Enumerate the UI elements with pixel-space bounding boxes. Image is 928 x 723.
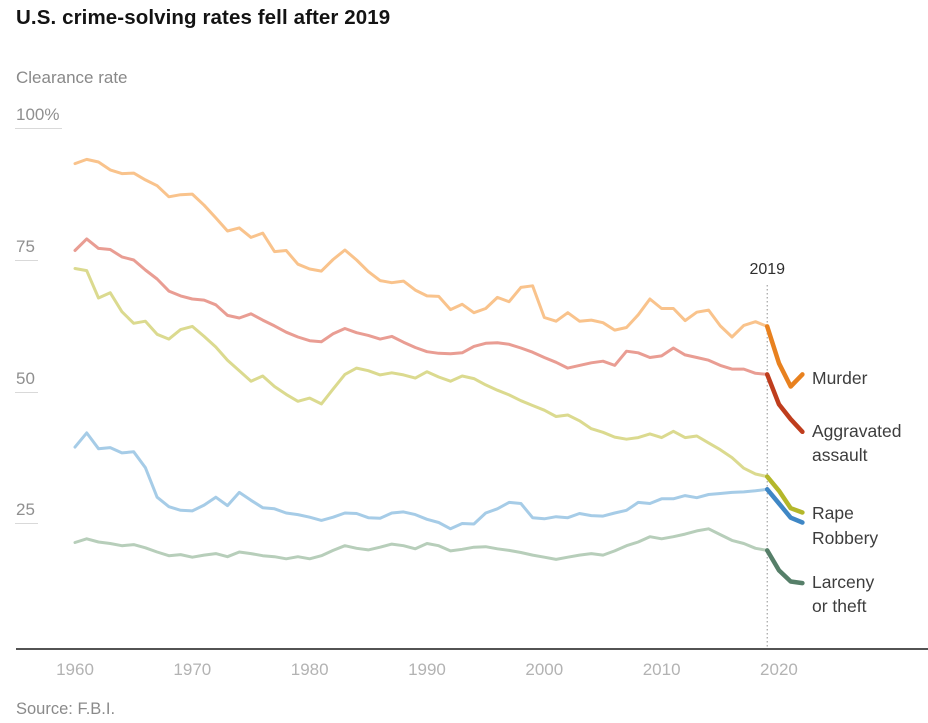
x-tick-label-1980: 1980	[290, 660, 329, 679]
y-tick-label-50: 50	[15, 369, 38, 393]
line-label-robbery: Robbery	[812, 526, 918, 550]
y-tick-label-25: 25	[15, 500, 38, 525]
y-tick-label-75: 75	[15, 237, 38, 261]
x-tick-label-2000: 2000	[525, 660, 564, 679]
x-axis-line	[16, 648, 928, 650]
line-label-rape: Rape	[812, 501, 918, 525]
line-label-text: Larceny	[812, 572, 875, 592]
rape-line-pre-2019	[73, 267, 769, 479]
chart-title: U.S. crime-solving rates fell after 2019	[16, 6, 391, 29]
line-label-text: or theft	[812, 596, 867, 616]
line-label-text: Murder	[812, 368, 868, 388]
line-label-larceny-or-theft: Larceny or theft	[812, 570, 918, 618]
larceny-or-theft-line-post-2019	[764, 548, 805, 586]
aggravated-assault-line-pre-2019	[73, 237, 769, 376]
line-label-text: assault	[812, 445, 868, 465]
annotation-2019: 2019	[749, 261, 786, 278]
robbery-line-post-2019	[764, 487, 805, 525]
robbery-line-pre-2019	[73, 431, 769, 531]
line-label-text: Robbery	[812, 528, 879, 548]
x-tick-label-2020: 2020	[760, 660, 798, 679]
x-tick-label-1970: 1970	[173, 660, 212, 679]
line-label-text: Rape	[812, 503, 854, 523]
aggravated-assault-line-post-2019	[764, 372, 805, 435]
y-tick-label-100: 100%	[15, 105, 63, 129]
line-label-murder: Murder	[812, 366, 918, 390]
x-tick-label-1990: 1990	[408, 660, 446, 679]
murder-line-post-2019	[764, 324, 805, 389]
line-label-aggravated-assault: Aggravated assault	[812, 419, 918, 467]
x-tick-label-2010: 2010	[642, 660, 681, 679]
source-note: Source: F.B.I.	[16, 700, 116, 718]
y-axis-title: Clearance rate	[16, 68, 128, 87]
murder-line-pre-2019	[73, 157, 769, 339]
rape-line-post-2019	[764, 474, 805, 515]
x-tick-label-1960: 1960	[56, 660, 94, 679]
line-label-text: Aggravated	[812, 421, 902, 441]
larceny-or-theft-line-pre-2019	[73, 527, 769, 561]
